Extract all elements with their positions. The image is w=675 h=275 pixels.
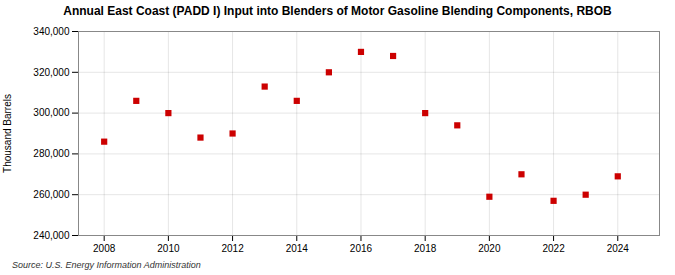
svg-text:2022: 2022 xyxy=(542,243,565,254)
svg-text:320,000: 320,000 xyxy=(33,67,70,78)
svg-text:260,000: 260,000 xyxy=(33,189,70,200)
svg-text:280,000: 280,000 xyxy=(33,148,70,159)
svg-text:2020: 2020 xyxy=(478,243,501,254)
svg-text:2024: 2024 xyxy=(607,243,630,254)
svg-text:2010: 2010 xyxy=(157,243,180,254)
svg-text:Thousand Barrels: Thousand Barrels xyxy=(2,94,13,173)
svg-text:2016: 2016 xyxy=(350,243,373,254)
svg-text:2014: 2014 xyxy=(286,243,309,254)
svg-text:300,000: 300,000 xyxy=(33,107,70,118)
html-text:Source: U.S. Energy Informatio: Source: U.S. Energy Information Administ… xyxy=(12,260,201,270)
svg-text:2008: 2008 xyxy=(93,243,116,254)
svg-text:2018: 2018 xyxy=(414,243,437,254)
svg-text:2012: 2012 xyxy=(221,243,244,254)
html-text:Annual East Coast (PADD I) Inp: Annual East Coast (PADD I) Input into Bl… xyxy=(63,4,612,18)
svg-text:340,000: 340,000 xyxy=(33,26,70,37)
svg-text:240,000: 240,000 xyxy=(33,230,70,241)
